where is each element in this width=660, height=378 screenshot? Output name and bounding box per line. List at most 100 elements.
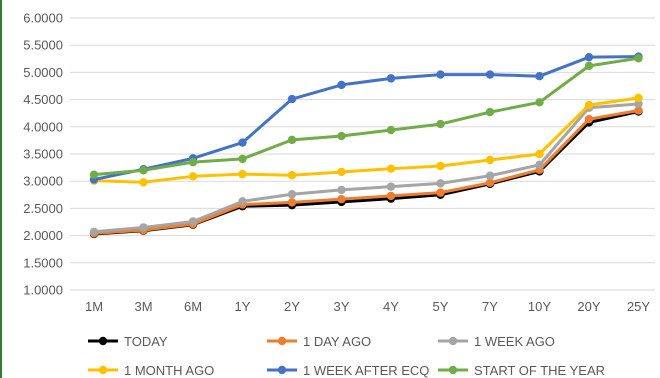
y-tick-label: 2.5000 xyxy=(23,201,63,216)
legend-item: TODAY xyxy=(88,334,168,349)
series-lines xyxy=(89,52,643,239)
data-point xyxy=(287,94,297,104)
x-tick-label: 7Y xyxy=(482,299,498,314)
data-point xyxy=(584,100,594,110)
legend-item: 1 MONTH AGO xyxy=(88,363,214,378)
y-tick-label: 1.0000 xyxy=(23,283,63,298)
data-point xyxy=(634,106,643,115)
x-tick-label: 2Y xyxy=(284,299,300,314)
series-line xyxy=(92,110,640,236)
legend-swatch-marker xyxy=(98,336,108,346)
legend-label: START OF THE YEAR xyxy=(474,363,605,378)
data-point xyxy=(386,182,396,191)
y-tick-labels: 1.0000 1.5000 2.0000 2.5000 3.0000 3.5000 4.00… xyxy=(23,11,63,298)
data-point xyxy=(485,178,495,188)
data-point xyxy=(139,223,148,232)
data-point xyxy=(238,154,247,164)
left-border xyxy=(0,0,2,378)
series-line xyxy=(92,108,640,235)
legend-item: 1 WEEK AGO xyxy=(438,334,555,349)
series-line xyxy=(92,55,640,182)
legend: TODAY 1 DAY AGO 1 WEEK AGO 1 MONTH AGO 1 WEE… xyxy=(88,334,605,378)
data-point xyxy=(238,138,247,147)
legend-label: 1 MONTH AGO xyxy=(124,363,214,378)
y-tick-label: 6.0000 xyxy=(23,11,63,26)
x-tick-label: 4Y xyxy=(383,299,399,314)
data-point xyxy=(535,160,544,170)
data-point xyxy=(386,191,396,201)
data-point xyxy=(337,185,346,195)
legend-item: 1 WEEK AFTER ECQ xyxy=(267,363,429,378)
x-tick-label: 1M xyxy=(85,299,103,314)
data-point xyxy=(584,52,594,62)
data-point xyxy=(188,217,198,226)
data-point xyxy=(89,227,99,236)
data-point xyxy=(139,178,148,187)
legend-swatch-marker xyxy=(277,336,287,346)
data-point xyxy=(386,164,396,173)
data-point xyxy=(337,80,346,90)
legend-swatch-marker xyxy=(98,365,108,375)
data-point xyxy=(535,149,544,159)
data-point xyxy=(386,125,396,135)
data-point xyxy=(436,161,445,171)
y-tick-label: 4.5000 xyxy=(23,92,63,107)
data-point xyxy=(386,74,396,83)
data-point xyxy=(337,194,346,204)
x-tick-label: 3M xyxy=(134,299,152,314)
data-point xyxy=(634,93,643,103)
series-1-week-ago xyxy=(89,99,643,236)
y-tick-label: 4.0000 xyxy=(23,119,63,134)
data-point xyxy=(485,171,495,180)
data-point xyxy=(188,172,198,181)
x-tick-label: 1Y xyxy=(235,299,251,314)
legend-label: 1 DAY AGO xyxy=(303,334,371,349)
data-point xyxy=(634,54,643,63)
data-point xyxy=(238,197,247,206)
data-point xyxy=(436,70,445,79)
x-tick-label: 20Y xyxy=(577,299,600,314)
x-tick-label: 6M xyxy=(184,299,202,314)
y-tick-label: 5.5000 xyxy=(23,38,63,53)
data-point xyxy=(436,179,445,188)
legend-swatch-marker xyxy=(448,336,458,346)
data-point xyxy=(287,190,297,199)
data-point xyxy=(535,72,544,81)
data-point xyxy=(89,170,99,179)
gridlines xyxy=(70,17,655,291)
data-point xyxy=(634,99,643,109)
series-line xyxy=(92,56,640,177)
y-tick-label: 3.0000 xyxy=(23,174,63,189)
legend-label: 1 WEEK AFTER ECQ xyxy=(303,363,429,378)
legend-label: TODAY xyxy=(124,334,168,349)
data-point xyxy=(139,166,148,175)
data-point xyxy=(485,155,495,165)
data-point xyxy=(287,135,297,145)
data-point xyxy=(337,167,346,177)
series-line xyxy=(92,96,640,184)
legend-item: START OF THE YEAR xyxy=(438,363,605,378)
data-point xyxy=(436,119,445,129)
data-point xyxy=(485,70,495,79)
y-tick-label: 2.0000 xyxy=(23,228,63,243)
x-tick-labels: 1M 3M 6M 1Y 2Y 3Y 4Y 5Y 7Y 10Y 20Y 25Y xyxy=(85,299,650,314)
data-point xyxy=(287,198,297,207)
data-point xyxy=(238,169,247,179)
y-tick-label: 5.0000 xyxy=(23,65,63,80)
data-point xyxy=(436,188,445,197)
data-point xyxy=(485,107,495,117)
x-tick-label: 25Y xyxy=(627,299,650,314)
series-1-day-ago xyxy=(89,106,643,238)
x-tick-label: 10Y xyxy=(528,299,551,314)
data-point xyxy=(535,98,544,107)
x-tick-label: 5Y xyxy=(433,299,449,314)
data-point xyxy=(287,171,297,180)
legend-swatch-marker xyxy=(277,365,287,375)
legend-swatch-marker xyxy=(448,365,458,375)
series-1-month-ago xyxy=(89,93,643,187)
data-point xyxy=(584,114,594,124)
x-tick-label: 3Y xyxy=(334,299,350,314)
series-start-of-the-year xyxy=(89,54,643,179)
